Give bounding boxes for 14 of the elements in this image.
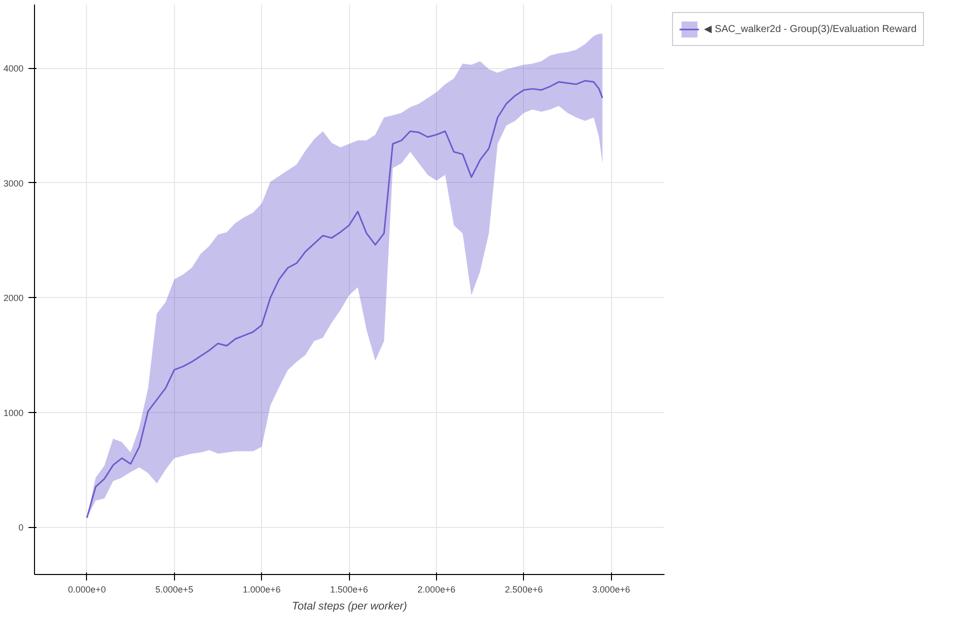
x-tick-label: 2.000e+6: [418, 584, 456, 594]
y-tick-label: 4000: [3, 64, 24, 74]
x-tick-label: 0.000e+0: [68, 584, 106, 594]
y-tick-label: 3000: [3, 178, 24, 188]
y-tick-label: 1000: [3, 408, 24, 418]
x-tick-label: 2.500e+6: [504, 584, 543, 594]
y-tick-label: 2000: [3, 293, 24, 304]
x-tick-label: 5.000e+5: [155, 584, 194, 594]
x-axis-title: Total steps (per worker): [292, 600, 408, 612]
x-tick-label: 1.500e+6: [330, 584, 368, 594]
legend-label: ◀ SAC_walker2d - Group(3)/Evaluation Reward: [704, 23, 917, 35]
x-tick-label: 3.000e+6: [592, 584, 630, 594]
x-tick-label: 1.000e+6: [242, 584, 281, 594]
y-tick-label: 0: [18, 522, 24, 533]
